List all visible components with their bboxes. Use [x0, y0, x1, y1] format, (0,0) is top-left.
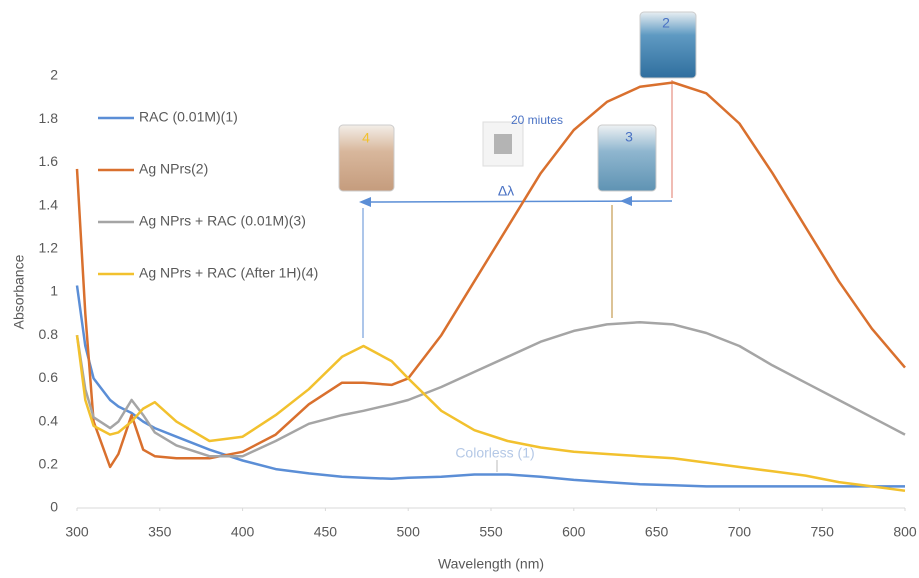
x-tick-label: 550 — [479, 524, 503, 540]
annotation: 2 — [662, 15, 670, 31]
annotation: 20 miutes — [511, 113, 563, 127]
y-tick-label: 0.2 — [39, 456, 59, 472]
y-tick-label: 1 — [50, 283, 58, 299]
y-tick-label: 1.2 — [39, 240, 59, 256]
cuvette-small — [482, 121, 524, 167]
y-tick-label: 0.8 — [39, 326, 59, 342]
annotation: Colorless (1) — [455, 445, 534, 461]
arrow-head — [359, 197, 371, 207]
x-tick-label: 750 — [811, 524, 835, 540]
series-line — [75, 320, 906, 458]
legend-label: RAC (0.01M)(1) — [139, 109, 238, 125]
x-tick-label: 400 — [231, 524, 255, 540]
x-tick-label: 700 — [728, 524, 752, 540]
annotation: 4 — [362, 130, 370, 146]
cuvette-small-fill — [494, 134, 512, 154]
y-tick-label: 1.6 — [39, 153, 59, 169]
y-tick-label: 0.4 — [39, 412, 59, 428]
legend-label: Ag NPrs + RAC (0.01M)(3) — [139, 213, 306, 229]
y-tick-label: 1.4 — [39, 196, 59, 212]
legend-label: Ag NPrs(2) — [139, 161, 208, 177]
y-tick-label: 1.8 — [39, 110, 59, 126]
x-tick-label: 350 — [148, 524, 172, 540]
series-line — [75, 285, 905, 488]
x-tick-label: 600 — [562, 524, 586, 540]
cuvette-4 — [338, 124, 395, 192]
y-tick-label: 2 — [50, 67, 58, 83]
annotation: Δλ — [498, 183, 514, 199]
cuvette-images — [338, 11, 697, 192]
y-tick-label: 0 — [50, 499, 58, 515]
x-tick-label: 800 — [893, 524, 917, 540]
x-tick-label: 650 — [645, 524, 669, 540]
arrows — [359, 80, 673, 472]
series-line — [75, 335, 906, 492]
arrow-head — [620, 196, 632, 206]
y-tick-label: 0.6 — [39, 369, 59, 385]
y-axis-label: Absorbance — [11, 254, 27, 329]
legend-label: Ag NPrs + RAC (After 1H)(4) — [139, 265, 318, 281]
cuvette-3 — [597, 124, 657, 192]
x-tick-label: 500 — [397, 524, 421, 540]
cuvette-2 — [639, 11, 697, 79]
x-tick-label: 450 — [314, 524, 338, 540]
x-axis-label: Wavelength (nm) — [438, 556, 544, 572]
annotation: 3 — [625, 129, 633, 145]
x-tick-label: 300 — [65, 524, 89, 540]
